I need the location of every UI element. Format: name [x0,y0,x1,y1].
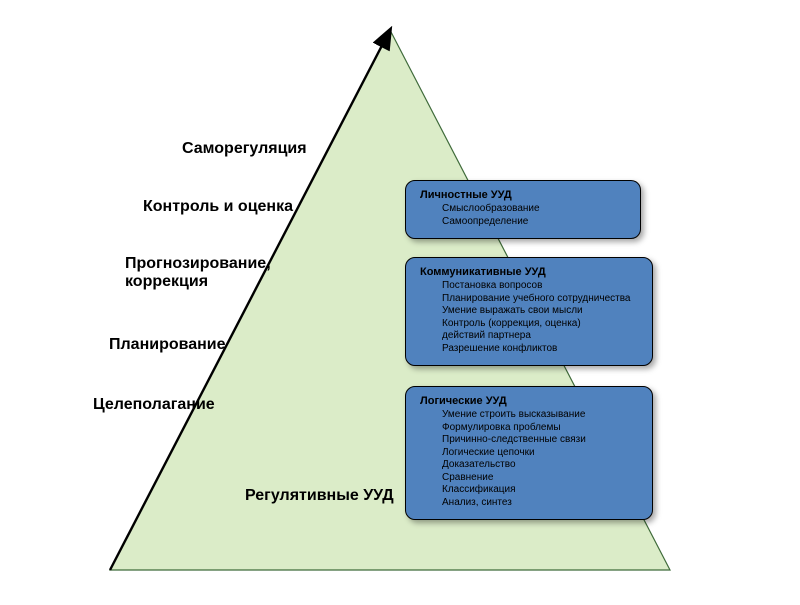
info-box-0: Личностные УУД СмыслообразованиеСамоопред… [405,180,641,239]
triangle-svg [0,0,800,600]
diagram-canvas [0,0,800,600]
info-box-items: СмыслообразованиеСамоопределение [420,203,628,228]
info-box-items: Умение строить высказываниеФормулировка … [420,409,640,509]
info-box-item: действий партнера [442,330,640,343]
left-label-1: Контроль и оценка [143,198,293,216]
info-box-item: Классификация [442,484,640,497]
info-box-item: Сравнение [442,472,640,485]
info-box-2: Логические УУД Умение строить высказывани… [405,386,653,520]
left-label-0: Саморегуляция [182,140,307,158]
info-box-title: Коммуникативные УУД [420,266,640,278]
bottom-title: Регулятивные УУД [245,487,394,505]
info-box-item: Самоопределение [442,216,628,229]
info-box-items: Постановка вопросовПланирование учебного… [420,280,640,355]
info-box-item: Умение выражать свои мысли [442,305,640,318]
info-box-title: Личностные УУД [420,189,628,201]
info-box-title: Логические УУД [420,395,640,407]
info-box-item: Постановка вопросов [442,280,640,293]
info-box-item: Смыслообразование [442,203,628,216]
info-box-item: Контроль (коррекция, оценка) [442,318,640,331]
info-box-item: Умение строить высказывание [442,409,640,422]
info-box-1: Коммуникативные УУД Постановка вопросовПл… [405,257,653,366]
info-box-item: Причинно-следственные связи [442,434,640,447]
info-box-item: Доказательство [442,459,640,472]
left-label-2: Прогнозирование, коррекция [125,255,271,292]
info-box-item: Разрешение конфликтов [442,343,640,356]
info-box-item: Анализ, синтез [442,497,640,510]
info-box-item: Логические цепочки [442,447,640,460]
info-box-item: Планирование учебного сотрудничества [442,293,640,306]
left-label-3: Планирование [109,336,226,354]
info-box-item: Формулировка проблемы [442,422,640,435]
left-label-4: Целеполагание [93,396,215,414]
